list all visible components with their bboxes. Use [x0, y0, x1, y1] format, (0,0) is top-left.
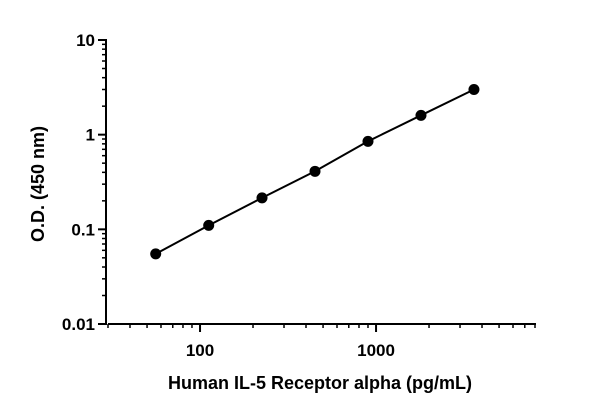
y-axis-title: O.D. (450 nm) [28, 126, 48, 242]
data-point [150, 248, 162, 260]
data-point [309, 165, 321, 177]
x-tick-label: 100 [186, 341, 214, 360]
data-point [415, 109, 427, 121]
y-tick-label: 10 [76, 31, 95, 50]
data-point [362, 135, 374, 147]
y-tick-label: 0.1 [71, 220, 95, 239]
plot-area [150, 83, 480, 260]
y-tick-label: 1 [86, 126, 95, 145]
x-tick-label: 1000 [357, 341, 395, 360]
x-axis: 100 1000 [107, 323, 536, 360]
x-axis-title: Human IL-5 Receptor alpha (pg/mL) [168, 373, 472, 393]
data-point [468, 83, 480, 95]
data-point [203, 219, 215, 231]
y-tick-label: 0.01 [62, 315, 95, 334]
y-axis: 0.01 0.1 1 10 [62, 31, 107, 334]
data-point [256, 192, 268, 204]
